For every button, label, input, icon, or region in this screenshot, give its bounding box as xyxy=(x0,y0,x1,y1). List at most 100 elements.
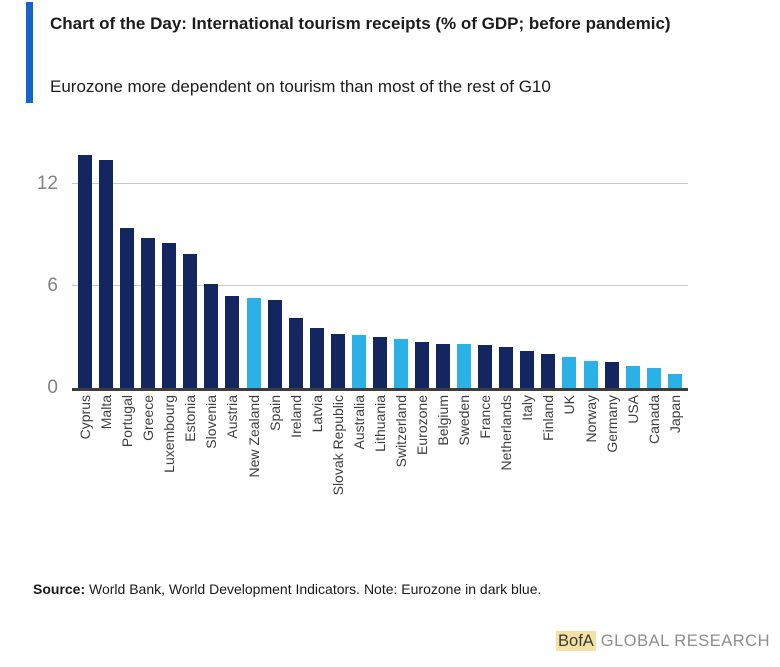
x-label-greece: Greece xyxy=(140,395,157,441)
x-label-luxembourg: Luxembourg xyxy=(161,395,178,473)
bar-new-zealand xyxy=(246,298,261,388)
x-label-usa: USA xyxy=(624,395,641,424)
bars-container xyxy=(72,150,688,388)
bar-luxembourg xyxy=(162,243,177,388)
bar-belgium xyxy=(436,344,451,388)
gridline-y-6 xyxy=(72,285,688,286)
x-label-cell: Cyprus xyxy=(77,395,93,495)
y-tick-label-6: 6 xyxy=(47,275,58,296)
x-label-cell: Germany xyxy=(603,395,620,495)
x-label-cell: Switzerland xyxy=(392,395,409,495)
x-label-france: France xyxy=(477,395,494,439)
bar-netherlands xyxy=(499,347,514,388)
x-label-cell: Portugal xyxy=(119,395,136,495)
brand-footer: BofA GLOBAL RESEARCH xyxy=(556,629,770,653)
y-tick-label-12: 12 xyxy=(36,173,58,194)
x-label-cell: Canada xyxy=(645,395,662,495)
x-label-cell: USA xyxy=(624,395,641,495)
bar-ireland xyxy=(288,318,303,388)
x-label-portugal: Portugal xyxy=(119,395,136,448)
bar-lithuania xyxy=(372,337,387,388)
bar-greece xyxy=(141,238,156,388)
x-label-germany: Germany xyxy=(603,395,620,453)
x-label-cell: Eurozone xyxy=(414,395,430,495)
x-label-estonia: Estonia xyxy=(182,395,199,442)
bar-estonia xyxy=(183,254,198,388)
x-label-cell: Slovak Republic xyxy=(329,395,346,496)
bar-switzerland xyxy=(393,339,408,388)
bar-slovenia xyxy=(204,284,219,388)
source-label: Source: xyxy=(33,581,86,597)
x-label-cell: Greece xyxy=(140,395,157,495)
bar-uk xyxy=(562,357,577,388)
gridline-y-12 xyxy=(72,183,688,184)
y-tick-label-0: 0 xyxy=(47,377,58,398)
bar-italy xyxy=(520,351,535,388)
x-label-cell: Italy xyxy=(519,395,536,495)
x-label-malta: Malta xyxy=(98,395,115,430)
x-label-cell: Slovenia xyxy=(203,395,219,495)
bar-japan xyxy=(667,374,682,388)
bar-cyprus xyxy=(78,155,92,388)
x-label-cell: Lithuania xyxy=(371,395,388,495)
y-axis-tick-labels: 0 6 12 xyxy=(20,150,58,398)
x-label-cyprus: Cyprus xyxy=(77,395,93,440)
x-label-spain: Spain xyxy=(266,395,283,431)
x-label-cell: Austria xyxy=(224,395,241,495)
header-accent-bar xyxy=(26,2,33,103)
x-label-norway: Norway xyxy=(582,395,599,443)
x-label-belgium: Belgium xyxy=(435,395,452,446)
x-label-italy: Italy xyxy=(519,395,536,421)
x-label-cell: Australia xyxy=(350,395,367,495)
x-label-cell: Luxembourg xyxy=(161,395,178,495)
x-label-canada: Canada xyxy=(645,395,662,445)
x-label-new-zealand: New Zealand xyxy=(245,395,262,478)
bar-finland xyxy=(541,354,556,388)
brand-suffix: GLOBAL RESEARCH xyxy=(600,632,770,650)
x-label-ireland: Ireland xyxy=(287,395,304,438)
x-label-cell: Norway xyxy=(582,395,599,495)
bar-slovak-republic xyxy=(330,334,345,388)
x-label-netherlands: Netherlands xyxy=(498,395,515,471)
x-label-cell: Latvia xyxy=(309,395,325,495)
chart-title: Chart of the Day: International tourism … xyxy=(50,14,671,33)
bar-norway xyxy=(583,361,598,388)
x-label-cell: Netherlands xyxy=(498,395,515,495)
x-label-cell: Ireland xyxy=(287,395,304,495)
x-label-cell: Japan xyxy=(667,395,683,495)
x-label-australia: Australia xyxy=(350,395,367,450)
bar-france xyxy=(478,345,493,388)
bar-austria xyxy=(225,296,240,388)
x-label-austria: Austria xyxy=(224,395,241,439)
x-label-switzerland: Switzerland xyxy=(392,395,409,468)
x-label-cell: Finland xyxy=(540,395,557,495)
bar-australia xyxy=(351,335,366,388)
bar-sweden xyxy=(457,344,472,388)
x-label-eurozone: Eurozone xyxy=(414,395,430,455)
x-label-uk: UK xyxy=(561,395,578,415)
x-axis-labels: Cyprus Malta Portugal Greece Luxembourg Eston… xyxy=(72,395,688,495)
x-label-sweden: Sweden xyxy=(456,395,473,446)
bar-eurozone xyxy=(415,342,429,388)
x-label-finland: Finland xyxy=(540,395,557,441)
bofa-logo: BofA xyxy=(556,631,596,651)
bar-spain xyxy=(267,300,282,388)
plot-area xyxy=(72,150,688,391)
x-label-cell: Spain xyxy=(266,395,283,495)
x-label-lithuania: Lithuania xyxy=(371,395,388,452)
x-label-cell: Malta xyxy=(98,395,115,495)
bar-malta xyxy=(99,160,114,388)
x-label-cell: Sweden xyxy=(456,395,473,495)
bar-portugal xyxy=(120,228,135,388)
bar-germany xyxy=(604,362,619,388)
bar-usa xyxy=(625,366,640,388)
x-label-slovak-republic: Slovak Republic xyxy=(329,395,346,496)
bar-latvia xyxy=(309,328,324,388)
x-label-cell: France xyxy=(477,395,494,495)
x-label-cell: Belgium xyxy=(435,395,452,495)
bar-canada xyxy=(646,368,661,388)
chart-subtitle: Eurozone more dependent on tourism than … xyxy=(50,77,551,96)
x-label-cell: UK xyxy=(561,395,578,495)
x-label-cell: Estonia xyxy=(182,395,199,495)
